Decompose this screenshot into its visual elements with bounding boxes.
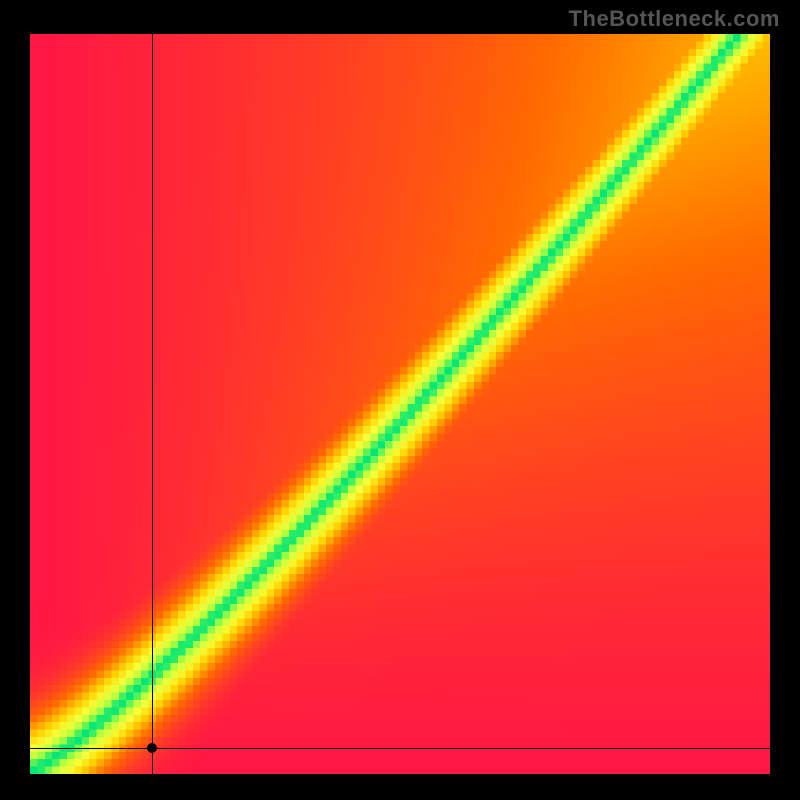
crosshair-vertical	[152, 34, 153, 774]
crosshair-marker	[147, 743, 157, 753]
crosshair-horizontal	[30, 748, 770, 749]
bottleneck-heatmap	[30, 34, 770, 774]
watermark-text: TheBottleneck.com	[569, 6, 780, 32]
